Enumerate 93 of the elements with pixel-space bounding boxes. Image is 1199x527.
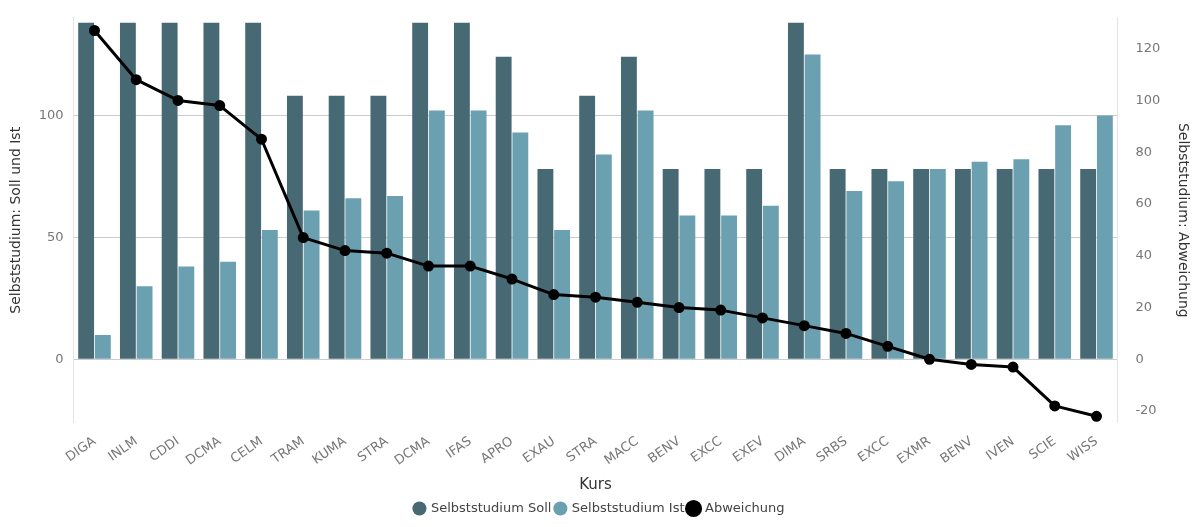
bar: [913, 169, 930, 359]
bar: [554, 230, 571, 359]
bar: [345, 198, 362, 359]
bar: [954, 169, 971, 359]
y-axis-title: Selbststudium: Soll und Ist: [7, 126, 24, 314]
bar: [387, 195, 404, 359]
y2-tick-label: 120: [1135, 39, 1161, 55]
bar: [136, 286, 153, 359]
point: [965, 358, 977, 370]
bar: [1038, 169, 1055, 359]
bar: [245, 22, 262, 359]
point: [464, 260, 476, 272]
point: [757, 312, 768, 324]
bar: [495, 56, 512, 359]
y-tick-label: 50: [47, 228, 64, 244]
point: [214, 100, 226, 112]
bar: [261, 230, 278, 359]
point: [130, 74, 142, 86]
bar: [1055, 125, 1072, 359]
bar: [829, 169, 846, 359]
point: [297, 232, 309, 244]
legend-label: Selbststudium Ist: [571, 499, 685, 515]
bar: [1096, 115, 1113, 359]
bar: [787, 22, 804, 359]
bar: [328, 95, 345, 359]
bar: [370, 95, 387, 359]
point: [381, 247, 393, 259]
point: [882, 340, 894, 352]
bar: [453, 22, 470, 359]
x-axis-title: Kurs: [579, 474, 612, 493]
y-tick-label: 100: [38, 106, 64, 122]
legend-label: Selbststudium Soll: [430, 499, 552, 515]
y2-tick-label: 40: [1135, 247, 1152, 263]
y2-tick-label: -20: [1135, 402, 1157, 418]
bar: [579, 95, 596, 359]
bar: [1080, 169, 1097, 359]
y2-tick-label: 0: [1135, 350, 1144, 366]
y2-tick-label: 100: [1135, 91, 1161, 107]
point: [1007, 361, 1019, 373]
bar: [620, 56, 637, 359]
bar: [203, 22, 220, 359]
point: [423, 260, 434, 272]
bar: [888, 181, 905, 359]
bar: [804, 54, 821, 359]
point: [506, 273, 518, 285]
bar: [721, 215, 738, 359]
point: [798, 320, 810, 332]
bar: [286, 95, 303, 359]
bar: [704, 169, 721, 359]
bar: [595, 154, 612, 359]
point: [590, 291, 601, 303]
y-tick-label: 0: [55, 350, 64, 366]
legend-label: Abweichung: [705, 499, 785, 515]
bar: [871, 169, 888, 359]
y2-axis-title: Selbststudium: Abweichung: [1175, 122, 1192, 318]
point: [631, 296, 643, 308]
point: [1049, 400, 1061, 412]
bar: [996, 169, 1013, 359]
point: [924, 353, 936, 365]
bar: [762, 205, 779, 359]
point: [1091, 410, 1103, 422]
bar: [1013, 159, 1030, 359]
bar: [220, 261, 237, 359]
bar: [94, 334, 111, 359]
bar: [971, 161, 988, 359]
point: [339, 245, 351, 257]
bar: [119, 22, 136, 359]
y2-tick-label: 20: [1135, 298, 1152, 314]
point: [673, 302, 685, 314]
y2-tick-label: 60: [1135, 195, 1152, 211]
bar: [929, 169, 946, 359]
bar: [412, 22, 429, 359]
bar: [537, 169, 554, 359]
bar: [428, 110, 445, 359]
point: [715, 304, 727, 316]
bar: [178, 266, 195, 359]
y2-tick-label: 80: [1135, 143, 1152, 159]
point: [548, 289, 560, 301]
bar: [78, 22, 95, 359]
bar: [161, 22, 178, 359]
point: [255, 133, 267, 145]
bar: [746, 169, 763, 359]
bar: [846, 191, 863, 359]
x-tick-label: IFAS: [442, 433, 474, 461]
bar: [470, 110, 487, 359]
bar: [303, 210, 320, 359]
bar: [637, 110, 654, 359]
bar: [662, 169, 679, 359]
point: [88, 24, 100, 36]
point: [172, 94, 184, 106]
bar: [679, 215, 696, 359]
point: [840, 327, 852, 339]
bar: [512, 132, 529, 359]
